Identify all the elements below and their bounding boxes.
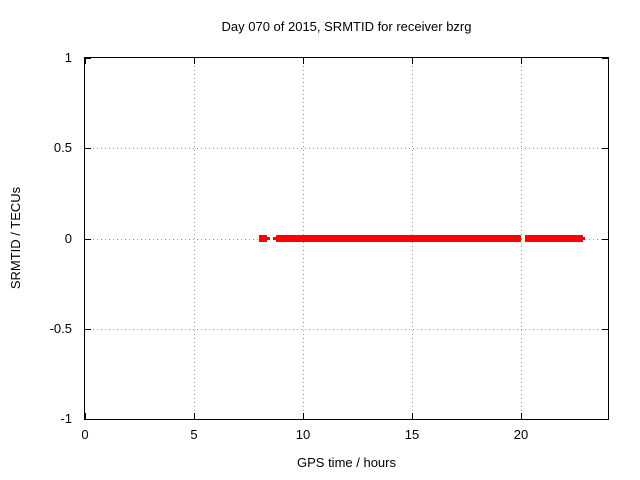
x-tick-top-5	[194, 58, 195, 64]
y-tick-left-1	[85, 58, 91, 59]
data-segment	[276, 235, 521, 242]
y-tick-left--1	[85, 419, 91, 420]
gridline-y--0.5	[85, 329, 608, 330]
y-tick-left--0.5	[85, 329, 91, 330]
x-tick-bottom-0	[85, 413, 86, 419]
x-tick-bottom-20	[521, 413, 522, 419]
gridline-x-20	[521, 58, 522, 419]
y-tick-label--0.5: -0.5	[49, 321, 72, 336]
data-segment	[273, 237, 276, 240]
y-tick-left-0	[85, 239, 91, 240]
data-segment	[259, 235, 267, 242]
y-tick-label-0: 0	[64, 231, 72, 246]
chart-title: Day 070 of 2015, SRMTID for receiver bzr…	[221, 19, 472, 34]
y-tick-right-0	[602, 239, 608, 240]
y-tick-label-0.5: 0.5	[53, 140, 72, 155]
plot-area	[84, 57, 609, 420]
y-tick-label--1: -1	[60, 411, 72, 426]
y-tick-right--0.5	[602, 329, 608, 330]
x-tick-top-10	[303, 58, 304, 64]
data-segment	[267, 237, 270, 240]
y-tick-right--1	[602, 419, 608, 420]
x-tick-bottom-10	[303, 413, 304, 419]
y-tick-right-0.5	[602, 148, 608, 149]
y-tick-label-1: 1	[64, 50, 72, 65]
gridline-x-5	[194, 58, 195, 419]
x-tick-label-0: 0	[81, 427, 89, 442]
data-segment	[525, 235, 583, 242]
x-tick-label-15: 15	[404, 427, 420, 442]
x-tick-bottom-5	[194, 413, 195, 419]
x-tick-label-20: 20	[513, 427, 529, 442]
x-axis-label: GPS time / hours	[297, 455, 396, 470]
x-tick-label-5: 5	[190, 427, 198, 442]
y-tick-right-1	[602, 58, 608, 59]
data-segment	[583, 237, 585, 240]
x-tick-bottom-15	[412, 413, 413, 419]
x-tick-top-15	[412, 58, 413, 64]
x-tick-top-0	[85, 58, 86, 64]
gridline-y-0.5	[85, 148, 608, 149]
y-tick-left-0.5	[85, 148, 91, 149]
x-tick-label-10: 10	[295, 427, 311, 442]
x-tick-top-20	[521, 58, 522, 64]
